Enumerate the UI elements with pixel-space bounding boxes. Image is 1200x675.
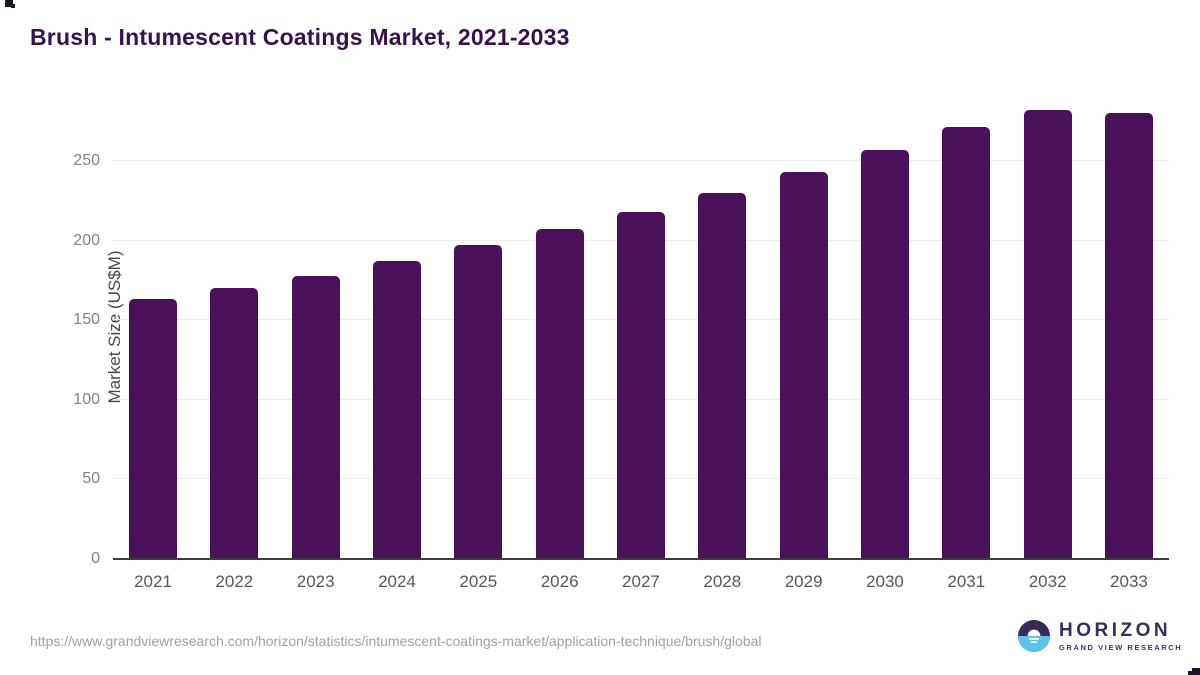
bar-2023 <box>291 275 340 559</box>
bar-2027 <box>616 211 665 559</box>
bar-2030 <box>860 149 909 559</box>
y-tick-label-200: 200 <box>73 231 100 249</box>
x-tick-label-2028: 2028 <box>703 572 742 591</box>
logo-tagline: GRAND VIEW RESEARCH <box>1059 642 1183 652</box>
bar-2024 <box>372 261 421 559</box>
bar-chart-plot-area: Market Size (US$M) 0 50 100 150 200 250 2021 20… <box>73 94 1169 591</box>
y-tick-label-100: 100 <box>73 390 100 408</box>
x-tick-label-2029: 2029 <box>784 572 823 591</box>
corner-mark-bottom-right-step <box>1188 671 1192 675</box>
page-title: Brush - Intumescent Coatings Market, 202… <box>30 24 570 50</box>
bar-2026 <box>535 229 584 559</box>
horizon-logo-icon <box>1018 620 1050 652</box>
corner-mark-bottom-right <box>1192 668 1200 675</box>
logo-name: HORIZON <box>1059 619 1172 641</box>
y-axis-title: Market Size (US$M) <box>105 249 124 404</box>
x-tick-label-2031: 2031 <box>947 572 986 591</box>
bar-2029 <box>779 172 828 559</box>
bar-2025 <box>454 245 503 559</box>
gridline-250 <box>113 159 1169 161</box>
bar-2031 <box>942 127 991 559</box>
x-tick-label-2021: 2021 <box>134 572 172 591</box>
logo-text: HORIZON GRAND VIEW RESEARCH <box>1059 619 1183 652</box>
bar-2028 <box>698 192 747 559</box>
bar-2033 <box>1104 113 1153 559</box>
x-tick-label-2030: 2030 <box>866 572 904 591</box>
x-tick-label-2026: 2026 <box>540 572 579 591</box>
y-tick-label-50: 50 <box>82 470 100 488</box>
x-tick-label-2022: 2022 <box>215 572 254 591</box>
x-tick-label-2023: 2023 <box>296 572 335 591</box>
bar-2032 <box>1023 109 1072 559</box>
x-tick-label-2032: 2032 <box>1028 572 1067 591</box>
horizon-logo: HORIZON GRAND VIEW RESEARCH <box>1018 620 1182 652</box>
x-tick-label-2025: 2025 <box>459 572 498 591</box>
y-tick-label-150: 150 <box>73 311 100 329</box>
x-tick-label-2033: 2033 <box>1110 572 1148 591</box>
corner-mark-top-left-step <box>11 4 15 8</box>
x-tick-label-2027: 2027 <box>622 572 660 591</box>
bar-2022 <box>210 288 259 559</box>
corner-mark-top-left <box>5 0 13 7</box>
source-url: https://www.grandviewresearch.com/horizo… <box>30 633 762 649</box>
x-tick-label-2024: 2024 <box>378 572 416 591</box>
bar-2021 <box>129 299 177 559</box>
y-tick-label-250: 250 <box>73 151 100 169</box>
x-axis-line <box>113 558 1169 560</box>
y-tick-label-0: 0 <box>91 550 100 567</box>
